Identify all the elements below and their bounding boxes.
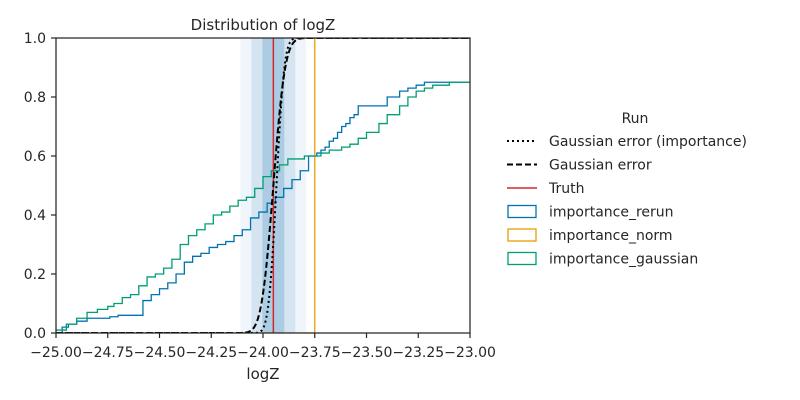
importance-norm-line [56,38,470,333]
gaussian-error-importance-legend-label: Gaussian error (importance) [549,134,747,150]
x-axis-ticks: −25.00 −24.75 −24.50 −24.25 −24.00 −23.75 −23.… [30,333,496,361]
legend: Run Gaussian error (importance)Gaussian … [507,111,747,268]
plot-area [56,38,470,333]
y-tick-label: 1.0 [24,31,46,47]
importance-gaussian-line [56,81,470,331]
x-tick-label: −23.00 [444,345,496,361]
importance-norm-legend-label: importance_norm [549,228,673,244]
y-tick-label: 0.8 [24,90,46,106]
y-tick-label: 0.4 [24,208,46,224]
truth-legend-label: Truth [548,181,585,197]
x-tick-label: −24.50 [134,345,186,361]
gaussian-error-legend-label: Gaussian error [549,158,652,174]
legend-items: Gaussian error (importance) Gaussian erro… [507,134,747,268]
importance-rerun-legend-swatch [507,204,537,219]
x-tick-label: −23.50 [341,345,393,361]
importance-rerun-legend-label: importance_rerun [549,205,674,221]
importance-gaussian-legend-label: importance_gaussian [549,252,698,268]
series-layer [56,38,470,333]
y-tick-label: 0.0 [24,326,46,342]
gaussian-error-line [56,38,470,333]
chart-title: Distribution of logZ [191,16,336,34]
x-tick-label: −24.75 [82,345,134,361]
x-tick-label: −24.25 [185,345,237,361]
y-tick-label: 0.2 [24,267,46,283]
legend-title: Run [622,111,649,127]
x-tick-label: −24.00 [237,345,289,361]
x-tick-label: −23.25 [392,345,444,361]
importance-gaussian-legend-swatch [507,251,537,266]
y-axis-ticks: 0.0 0.2 0.4 0.6 0.8 1.0 [24,31,56,342]
y-tick-label: 0.6 [24,149,46,165]
x-tick-label: −23.75 [289,345,341,361]
x-axis-label: logZ [246,365,279,383]
importance-norm-legend-swatch [507,228,537,242]
x-tick-label: −25.00 [30,345,82,361]
